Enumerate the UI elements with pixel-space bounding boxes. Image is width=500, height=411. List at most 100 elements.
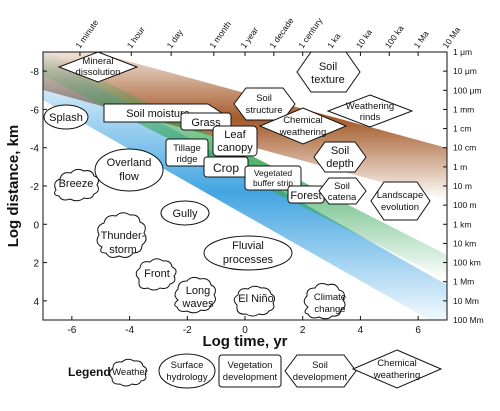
splash-ellipse: Splash [43,104,89,130]
svg-text:weathering: weathering [279,127,326,138]
svg-text:Thunder-: Thunder- [101,230,146,242]
landscape-evolution-hexagon: Landscape evolution [370,181,431,221]
svg-text:Weather: Weather [112,367,148,378]
svg-text:buffer strip: buffer strip [253,178,293,188]
svg-text:Breeze: Breeze [59,178,94,190]
leaf-canopy-box: Leaf canopy [212,125,258,157]
svg-text:rinds: rinds [360,112,381,123]
climate-change-cloud: Climate change [303,283,346,320]
svg-text:development: development [223,372,278,383]
svg-text:Mineral: Mineral [82,56,113,67]
x-tick-label: -2 [183,325,192,336]
vegetated-buffer-strip-box: Vegetated buffer strip [244,165,302,191]
overland-flow-ellipse: Overland flow [94,148,164,192]
right-tick-label: 100 m [453,200,477,210]
top-time-labels: 1 minute 1 hour 1 day 1 month 1 year 1 decade… [73,15,462,56]
fluvial-processes-ellipse: Fluvial processes [203,235,293,271]
x-tick-label: -4 [125,325,134,336]
right-tick-label: 1 km [453,219,471,229]
svg-text:flow: flow [119,171,139,183]
svg-text:Tillage: Tillage [173,143,201,154]
y-tick-label: 2 [33,259,39,270]
svg-text:Legend:: Legend: [68,365,115,379]
svg-text:Surface: Surface [171,360,204,371]
svg-text:Splash: Splash [49,112,83,124]
right-tick-label: 10 km [453,238,476,248]
front-cloud: Front [135,258,177,291]
svg-text:processes: processes [223,254,274,266]
svg-text:Vegetation: Vegetation [228,360,273,371]
svg-text:Fluvial: Fluvial [232,240,264,252]
chemical-weathering-diamond: Chemical weathering [258,107,348,145]
svg-text:Soil: Soil [312,360,328,371]
x-tick-label: 2 [300,325,306,336]
forest-box: Forest [287,185,325,204]
svg-text:El Niño: El Niño [238,293,273,305]
x-tick-label: 4 [358,325,364,336]
mineral-dissolution-diamond: Mineral dissolution [57,51,139,83]
legend: Legend: Weather Surface hydrology Vegeta… [68,349,443,389]
svg-text:Vegetated: Vegetated [254,168,293,178]
tillage-ridge-box: Tillage ridge [165,138,209,167]
right-tick-label: 1 mm [453,104,474,114]
soil-catena-hexagon: Soil catena [318,177,367,205]
svg-text:Weathering: Weathering [346,101,394,112]
top-tick-label: 10 ka [354,27,374,50]
top-tick-label: 1 decade [267,16,295,51]
x-axis-title: Log time, yr [202,333,287,350]
svg-text:Soil: Soil [256,93,272,104]
svg-text:Gully: Gully [172,208,198,220]
y-tick-label: 0 [33,220,39,231]
right-tick-label: 1 cm [453,124,471,134]
top-tick-label: 1 day [165,27,186,50]
svg-text:Long: Long [186,285,210,297]
svg-text:Soil: Soil [331,145,349,157]
svg-text:depth: depth [326,158,354,170]
right-tick-label: 1 m [453,162,467,172]
y-tick-label: -2 [30,182,39,193]
y-axis-title: Log distance, km [5,125,22,248]
legend-vegetation-development-rect: Vegetation development [218,354,282,388]
right-tick-label: 100 km [453,258,481,268]
y-tick-label: -6 [30,105,39,116]
right-tick-label: 10 Mm [453,296,479,306]
svg-text:Grass: Grass [191,117,221,129]
y-tick-label: -8 [30,67,39,78]
svg-text:canopy: canopy [217,142,253,154]
svg-text:hydrology: hydrology [166,372,207,383]
svg-text:catena: catena [328,192,357,203]
right-tick-label: 100 μm [453,85,482,95]
right-tick-label: 10 m [453,181,472,191]
top-tick-label: 100 ka [383,23,406,50]
svg-text:Chemical: Chemical [283,115,323,126]
svg-text:Leaf: Leaf [224,129,246,141]
top-tick-label: 1 ka [325,31,343,50]
axis-ticks: -6 -4 -2 0 2 4 6 -8 -6 -4 -2 0 2 4 [30,67,421,336]
right-tick-label: 10 μm [453,66,477,76]
legend-chemical-weathering-diamond: Chemical weathering [351,349,443,389]
soil-depth-hexagon: Soil depth [313,141,367,173]
svg-text:Climate: Climate [314,292,346,303]
legend-surface-hydrology-ellipse: Surface hydrology [158,353,216,389]
right-tick-label: 10 cm [453,143,476,153]
thunderstorm-cloud: Thunder- storm [96,212,147,258]
top-tick-label: 1 minute [73,17,100,50]
svg-text:Landscape: Landscape [377,190,423,201]
svg-text:change: change [314,304,345,315]
svg-text:texture: texture [311,74,345,86]
breeze-cloud: Breeze [54,168,99,202]
svg-text:Soil: Soil [319,61,337,73]
svg-text:waves: waves [181,298,214,310]
top-tick-label: 1 year [238,25,260,50]
y-tick-label: -4 [30,144,39,155]
svg-text:storm: storm [109,244,137,256]
svg-text:development: development [293,372,348,383]
svg-text:ridge: ridge [176,154,197,165]
crop-box: Crop [203,156,249,178]
legend-weather-cloud: Weather [109,358,148,387]
right-tick-label: 1 μm [453,47,472,57]
svg-text:dissolution: dissolution [76,67,121,78]
right-distance-labels: 1 μm 10 μm 100 μm 1 mm 1 cm 10 cm 1 m 10 m 100 m… [443,47,484,325]
